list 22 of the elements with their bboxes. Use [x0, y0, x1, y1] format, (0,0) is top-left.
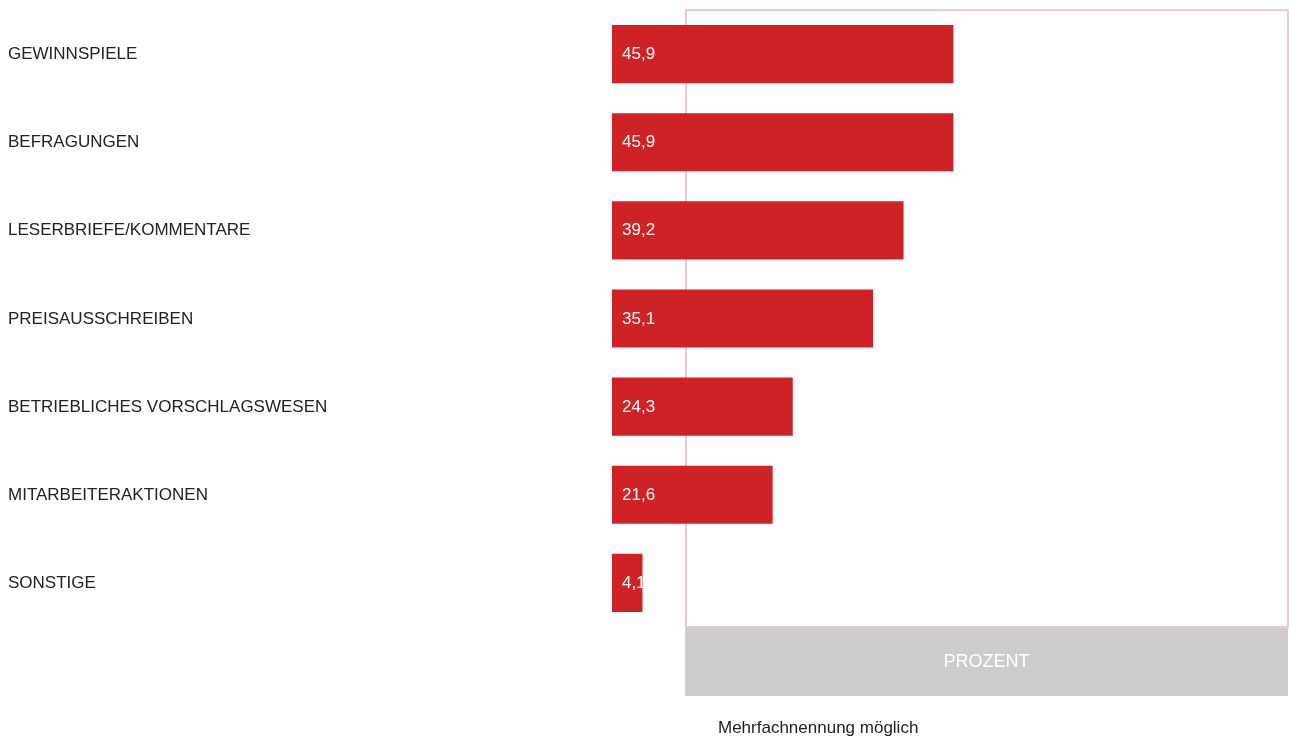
bar: [612, 377, 793, 436]
bar: [612, 201, 904, 260]
y-tick-label: BETRIEBLICHES VORSCHLAGSWESEN: [8, 396, 328, 416]
bar: [612, 553, 643, 613]
data-label: 45,9: [622, 44, 656, 64]
y-tick-label: SONSTIGE: [8, 572, 96, 592]
y-tick-label: PREISAUSSCHREIBEN: [8, 308, 194, 328]
y-tick-label: MITARBEITERAKTIONEN: [8, 484, 208, 504]
data-label: 24,3: [622, 396, 656, 416]
bar: [612, 289, 874, 348]
data-label: 21,6: [622, 484, 656, 504]
data-label: 39,2: [622, 220, 656, 240]
bar: [612, 113, 954, 172]
y-tick-label: BEFRAGUNGEN: [8, 132, 140, 152]
text: Mehrfachnennung möglich: [718, 718, 919, 737]
bar: [612, 24, 954, 84]
y-tick-label: GEWINNSPIELE: [8, 44, 138, 64]
data-label: 4,1: [622, 572, 646, 592]
data-label: 35,1: [622, 308, 656, 328]
y-tick-label: LESERBRIEFE/KOMMENTARE: [8, 220, 251, 240]
data-label: 45,9: [622, 132, 656, 152]
bar: [612, 465, 773, 524]
